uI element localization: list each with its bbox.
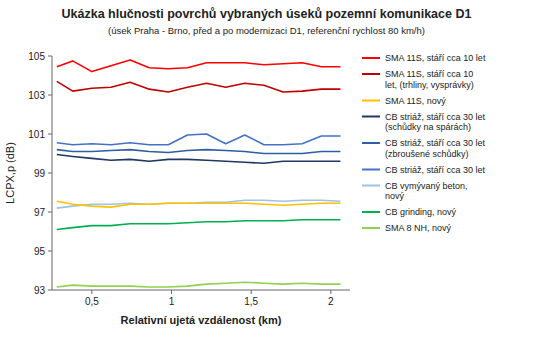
x-tick	[91, 290, 92, 294]
x-tick	[251, 290, 252, 294]
legend-swatch	[362, 100, 380, 102]
title: Ukázka hlučnosti povrchů vybraných úseků…	[62, 7, 472, 21]
y-tick-label: 105	[28, 51, 45, 62]
y-axis-label: LCPX,p (dB)	[4, 142, 16, 204]
series-line	[57, 200, 341, 208]
x-tick	[330, 290, 331, 294]
y-tick	[48, 290, 52, 291]
series-line	[57, 282, 341, 287]
legend-swatch	[362, 142, 380, 144]
legend-label: SMA 11S, stáří cca 10 let	[385, 53, 486, 63]
legend-label: CB grinding, nový	[385, 207, 457, 217]
y-tick	[48, 134, 52, 135]
legend-label: CB striáž, stáří cca 30 let	[385, 165, 486, 175]
legend: SMA 11S, stáří cca 10 let SMA 11S, stáří …	[362, 53, 486, 233]
y-tick-label: 95	[34, 246, 46, 257]
y-tick-label: 99	[34, 168, 46, 179]
legend-label: CB vymývaný beton,nový	[385, 181, 468, 202]
y-tick	[48, 212, 52, 213]
series-line	[57, 60, 341, 72]
legend-swatch	[362, 227, 380, 229]
plot-area	[57, 60, 341, 287]
series-line	[57, 81, 341, 92]
legend-swatch	[362, 211, 380, 213]
legend-swatch	[362, 185, 380, 187]
legend-swatch	[362, 169, 380, 171]
legend-label: SMA 11S, stáří cca 10let, (trhliny, vysp…	[385, 69, 474, 90]
y-tick	[48, 56, 52, 57]
x-tick-label: 0,5	[85, 296, 99, 307]
x-tick-label: 1	[169, 296, 175, 307]
y-tick-label: 93	[34, 285, 46, 296]
chart: Ukázka hlučnosti povrchů vybraných úseků…	[0, 0, 533, 346]
y-tick	[48, 173, 52, 174]
series-line	[57, 220, 341, 230]
legend-swatch	[362, 73, 380, 75]
x-axis-line	[52, 290, 350, 291]
y-tick-label: 103	[28, 90, 45, 101]
x-tick-label: 1,5	[244, 296, 258, 307]
series-line	[57, 134, 341, 145]
y-tick	[48, 251, 52, 252]
x-tick	[171, 290, 172, 294]
series-line	[57, 201, 341, 207]
y-tick	[48, 95, 52, 96]
chart-container: Ukázka hlučnosti povrchů vybraných úseků…	[0, 0, 533, 346]
legend-label: CB striáž, stáří cca 30 let(zbroušené sc…	[385, 138, 486, 159]
legend-swatch	[362, 116, 380, 118]
legend-swatch	[362, 57, 380, 59]
y-tick-label: 101	[28, 129, 45, 140]
x-axis-label: Relativní ujetá vzdálenost (km)	[121, 314, 282, 326]
x-tick-label: 2	[328, 296, 334, 307]
subtitle: (úsek Praha - Brno, před a po modernizac…	[108, 25, 425, 36]
legend-label: SMA 8 NH, nový	[385, 223, 452, 233]
legend-label: CB striáž, stáří cca 30 let(schůdky na s…	[385, 112, 486, 133]
series-line	[57, 154, 341, 163]
legend-label: SMA 11S, nový	[385, 96, 446, 106]
y-tick-label: 97	[34, 207, 46, 218]
series-line	[57, 150, 341, 154]
